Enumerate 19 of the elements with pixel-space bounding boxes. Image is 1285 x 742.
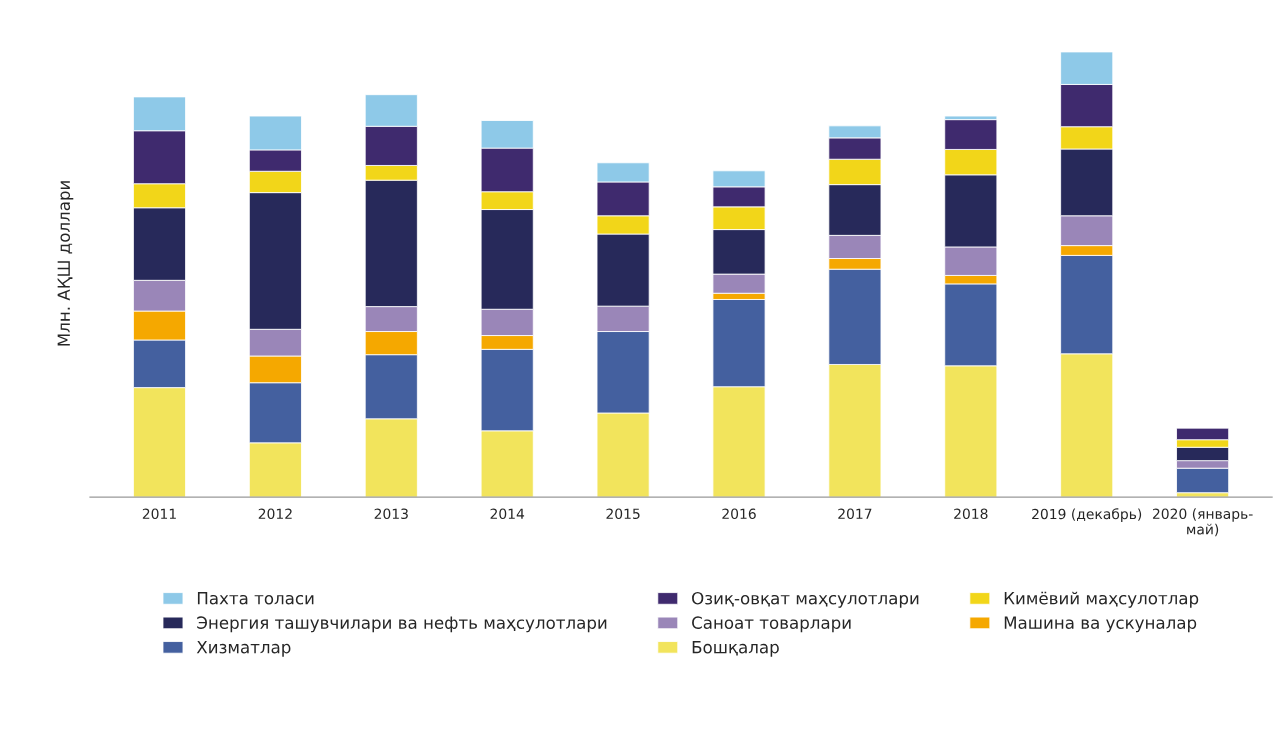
y-axis-title: Млн. АҚШ доллари [57,181,74,346]
x-tick-label: 2012 [258,508,292,519]
x-tick-label: 2017 [838,508,872,519]
x-tick-label: 2016 [722,508,756,519]
x-tick-label: 2014 [490,508,525,519]
x-tick-label: 2020 (январь- май) [1152,508,1253,537]
legend-label: Энергия ташувчилари ва нефть маҳсулотлари [197,616,607,633]
legend-label: Машина ва ускуналар [1004,616,1197,633]
x-tick-label: 2011 [142,508,176,519]
legend-label: Озиқ-овқат маҳсулотлари [692,591,919,608]
legend-label: Пахта толаси [197,592,314,605]
legend-label: Кимёвий маҳсулотлар [1004,591,1199,608]
legend-label: Бошқалар [692,641,779,657]
legend-label: Саноат товарлари [692,616,851,633]
x-tick-label: 2013 [374,508,408,519]
x-tick-label: 2019 (декабрь) [1032,508,1142,522]
x-tick-label: 2018 [954,508,988,519]
legend-label: Хизматлар [196,641,291,657]
x-tick-label: 2015 [606,508,640,519]
